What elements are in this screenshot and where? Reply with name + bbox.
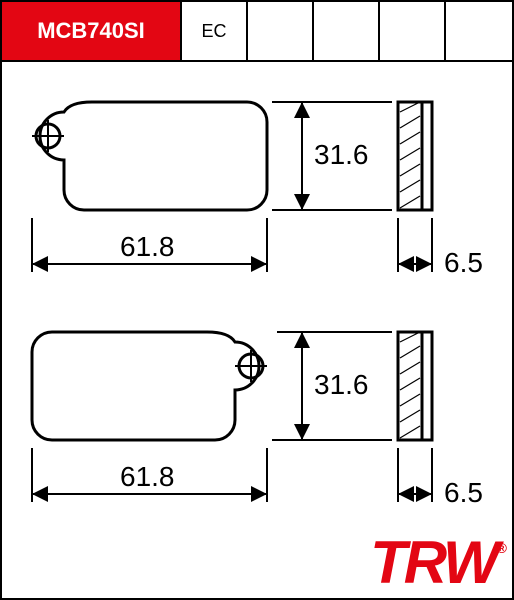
logo-text: TRW <box>370 529 497 596</box>
part-number-cell: MCB740SI <box>2 2 182 60</box>
technical-drawing-svg: 31.6 61.8 6.5 <box>2 62 512 598</box>
side-view-top <box>398 102 432 210</box>
dim-thickness-top: 6.5 <box>444 247 483 278</box>
brand-logo: TRW® <box>370 536 504 590</box>
drawing-area: 31.6 61.8 6.5 <box>2 62 512 598</box>
header-cell-1 <box>248 2 314 60</box>
dim-thickness-bottom: 6.5 <box>444 477 483 508</box>
brake-pad-bottom <box>32 332 267 440</box>
registered-icon: ® <box>497 540 504 556</box>
dimensions-top: 31.6 61.8 6.5 <box>32 102 483 278</box>
header-cell-2 <box>314 2 380 60</box>
header-cell-0: EC <box>182 2 248 60</box>
header-row: MCB740SI EC <box>2 2 512 62</box>
header-cell-3 <box>380 2 446 60</box>
brake-pad-top <box>32 102 267 210</box>
dim-height-top: 31.6 <box>314 139 369 170</box>
side-view-bottom <box>398 332 432 440</box>
header-cell-4 <box>446 2 512 60</box>
dim-width-top: 61.8 <box>120 231 175 262</box>
dim-height-bottom: 31.6 <box>314 369 369 400</box>
dim-width-bottom: 61.8 <box>120 461 175 492</box>
diagram-container: MCB740SI EC <box>0 0 514 600</box>
